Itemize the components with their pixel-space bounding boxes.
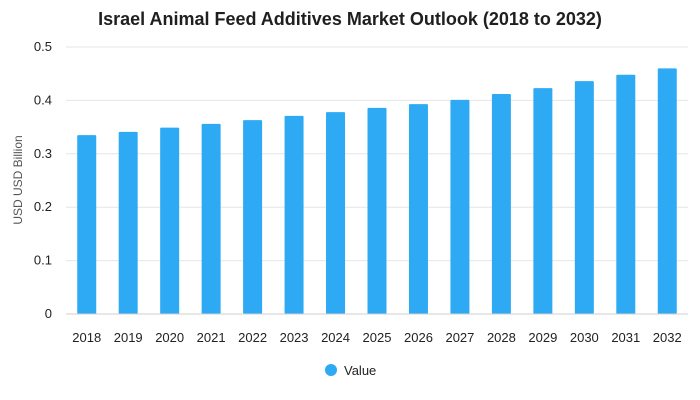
- bar[interactable]: [657, 68, 677, 314]
- legend-label: Value: [344, 363, 376, 378]
- bar[interactable]: [367, 107, 387, 314]
- bar[interactable]: [243, 120, 263, 315]
- bar[interactable]: [574, 81, 594, 315]
- y-tick-label: 0.5: [34, 39, 52, 54]
- bar[interactable]: [118, 131, 138, 314]
- x-tick-label: 2021: [197, 330, 226, 345]
- bar[interactable]: [491, 93, 511, 314]
- y-tick-label: 0: [45, 306, 52, 321]
- y-axis-title: USD USD Billion: [11, 135, 25, 224]
- bar[interactable]: [201, 123, 221, 315]
- x-tick-label: 2027: [445, 330, 474, 345]
- x-tick-label: 2026: [404, 330, 433, 345]
- x-tick-label: 2030: [570, 330, 599, 345]
- chart-title: Israel Animal Feed Additives Market Outl…: [98, 9, 602, 29]
- y-tick-label: 0.1: [34, 253, 52, 268]
- x-tick-label: 2028: [487, 330, 516, 345]
- y-tick-label: 0.3: [34, 146, 52, 161]
- legend[interactable]: Value: [325, 363, 376, 378]
- bar[interactable]: [77, 135, 97, 314]
- x-tick-label: 2019: [114, 330, 143, 345]
- bar[interactable]: [284, 115, 304, 314]
- legend-marker: [325, 364, 337, 376]
- x-tick-label: 2020: [155, 330, 184, 345]
- y-axis-ticks: 0 0.1 0.2 0.3 0.4 0.5: [34, 39, 52, 321]
- bar[interactable]: [408, 104, 428, 314]
- bar[interactable]: [160, 127, 180, 314]
- x-tick-label: 2024: [321, 330, 350, 345]
- bar[interactable]: [326, 112, 346, 314]
- y-tick-label: 0.4: [34, 92, 52, 107]
- x-tick-label: 2032: [653, 330, 682, 345]
- x-tick-label: 2029: [528, 330, 557, 345]
- x-tick-label: 2022: [238, 330, 267, 345]
- x-axis-ticks: 2018 2019 2020 2021 2022 2023 2024 2025 2026 2027…: [72, 330, 681, 345]
- x-tick-label: 2025: [363, 330, 392, 345]
- x-tick-label: 2031: [611, 330, 640, 345]
- bar[interactable]: [533, 88, 553, 314]
- y-tick-label: 0.2: [34, 199, 52, 214]
- bar[interactable]: [450, 99, 470, 314]
- bars: [77, 68, 677, 315]
- bar[interactable]: [616, 74, 636, 314]
- x-tick-label: 2023: [280, 330, 309, 345]
- x-tick-label: 2018: [72, 330, 101, 345]
